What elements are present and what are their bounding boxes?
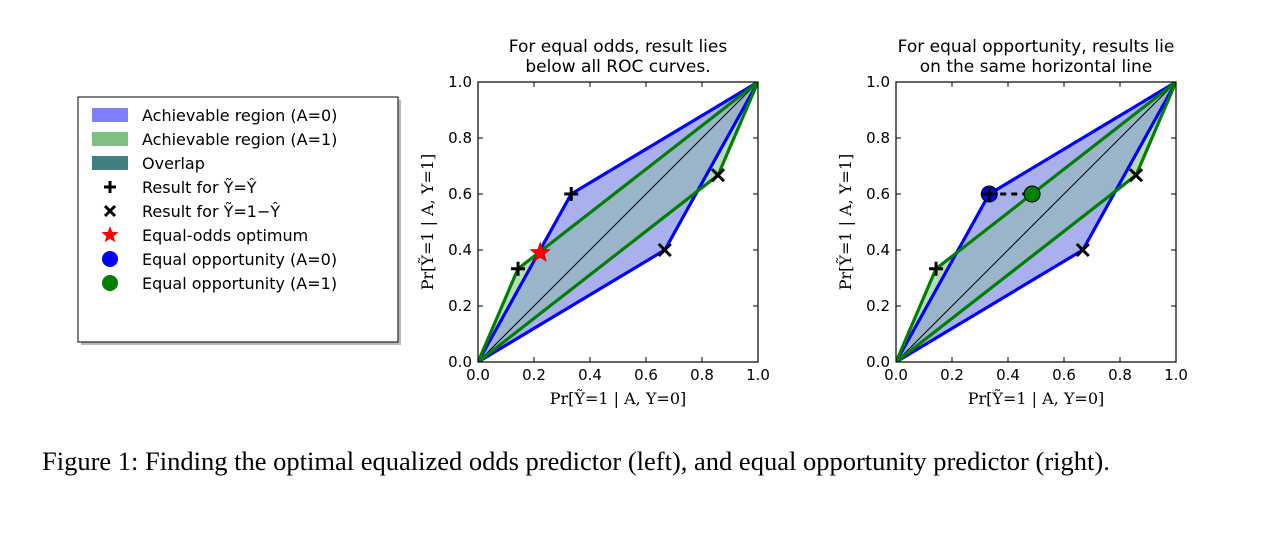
legend-box — [77, 96, 399, 343]
y-tick-label: 0.4 — [866, 241, 890, 259]
legend-item: Result for Ỹ=Ŷ — [104, 178, 257, 197]
x-axis-label: Pr[Ỹ=1 | A, Y=0] — [550, 388, 686, 408]
legend-label: Achievable region (A=0) — [142, 106, 337, 125]
plus-marker — [511, 261, 526, 276]
star-icon — [101, 226, 119, 243]
x-tick-label: 0.8 — [690, 366, 714, 384]
axes-frame — [895, 81, 1177, 363]
legend-item: Equal opportunity (A=0) — [102, 250, 337, 269]
y-tick-label: 0.0 — [866, 353, 890, 371]
plus-icon — [104, 181, 116, 193]
legend-item: Achievable region (A=1) — [92, 130, 337, 149]
x-tick-label: 0.0 — [884, 366, 908, 384]
legend-label: Overlap — [142, 154, 205, 173]
legend-label: Result for Ỹ=Ŷ — [142, 178, 257, 197]
x-icon — [103, 204, 117, 218]
legend-item: Equal opportunity (A=1) — [102, 274, 337, 293]
y-axis-label: Pr[Ỹ=1 | A, Y=1] — [417, 154, 437, 290]
legend-item: Achievable region (A=0) — [92, 106, 337, 125]
equal-odds-optimum-star — [529, 241, 551, 262]
legend-item: Overlap — [92, 154, 205, 173]
y-axis-label: Pr[Ỹ=1 | A, Y=1] — [835, 154, 855, 290]
circle-icon — [102, 251, 118, 267]
x-tick-label: 0.8 — [1108, 366, 1132, 384]
x-marker — [1128, 168, 1144, 183]
x-tick-label: 0.6 — [634, 366, 658, 384]
legend-label: Equal opportunity (A=1) — [142, 274, 337, 293]
plus-marker — [564, 187, 579, 201]
legend: Achievable region (A=0) Achievable region… — [77, 96, 401, 345]
x-tick-label: 0.2 — [940, 366, 964, 384]
legend-item: Result for Ỹ=1−Ŷ — [103, 202, 280, 221]
chart-title-line-1: For equal opportunity, results lie — [898, 37, 1175, 57]
y-tick-label: 0.8 — [866, 129, 890, 147]
legend-item: Equal-odds optimum — [101, 226, 308, 245]
figure-caption: Figure 1: Finding the optimal equalized … — [42, 446, 1110, 476]
x-axis-label: Pr[Ỹ=1 | A, Y=0] — [968, 388, 1104, 408]
y-tick-label: 1.0 — [448, 73, 472, 91]
y-tick-label: 0.6 — [448, 185, 472, 203]
legend-label: Equal opportunity (A=0) — [142, 250, 337, 269]
chart-equal-opportunity: For equal opportunity, results lie on th… — [835, 37, 1188, 408]
y-tick-label: 0.8 — [448, 129, 472, 147]
legend-label: Result for Ỹ=1−Ŷ — [142, 202, 280, 221]
x-tick-label: 0.4 — [996, 366, 1020, 384]
x-tick-label: 1.0 — [746, 366, 770, 384]
chart-title-line-1: For equal odds, result lies — [509, 37, 728, 57]
circle-icon — [102, 275, 118, 291]
roc-outline-a1 — [478, 82, 758, 362]
y-tick-label: 1.0 — [866, 73, 890, 91]
chart-title-line-2: on the same horizontal line — [920, 57, 1152, 77]
x-tick-label: 0.6 — [1052, 366, 1076, 384]
legend-swatch — [92, 156, 128, 170]
y-tick-label: 0.2 — [866, 297, 890, 315]
x-tick-label: 1.0 — [1164, 366, 1188, 384]
x-tick-label: 0.4 — [578, 366, 602, 384]
equal-opportunity-point — [1023, 185, 1041, 203]
y-tick-label: 0.0 — [448, 353, 472, 371]
plus-marker — [982, 187, 997, 201]
x-tick-label: 0.2 — [522, 366, 546, 384]
x-marker — [657, 242, 672, 258]
roc-outline-a1 — [896, 82, 1176, 362]
y-tick-label: 0.2 — [448, 297, 472, 315]
chart-title-line-2: below all ROC curves. — [525, 57, 710, 77]
axes-frame — [477, 81, 759, 363]
y-tick-label: 0.4 — [448, 241, 472, 259]
x-marker — [1075, 242, 1090, 258]
legend-swatch — [92, 132, 128, 146]
legend-label: Equal-odds optimum — [142, 226, 308, 245]
x-marker — [710, 168, 726, 183]
chart-equal-odds: For equal odds, result lies below all RO… — [417, 37, 770, 408]
plus-marker — [929, 261, 944, 276]
diagonal-line — [896, 82, 1176, 362]
y-tick-label: 0.6 — [866, 185, 890, 203]
legend-swatch — [92, 108, 128, 122]
x-tick-label: 0.0 — [466, 366, 490, 384]
legend-label: Achievable region (A=1) — [142, 130, 337, 149]
figure: Achievable region (A=0) Achievable region… — [77, 37, 1188, 408]
diagonal-line — [478, 82, 758, 362]
